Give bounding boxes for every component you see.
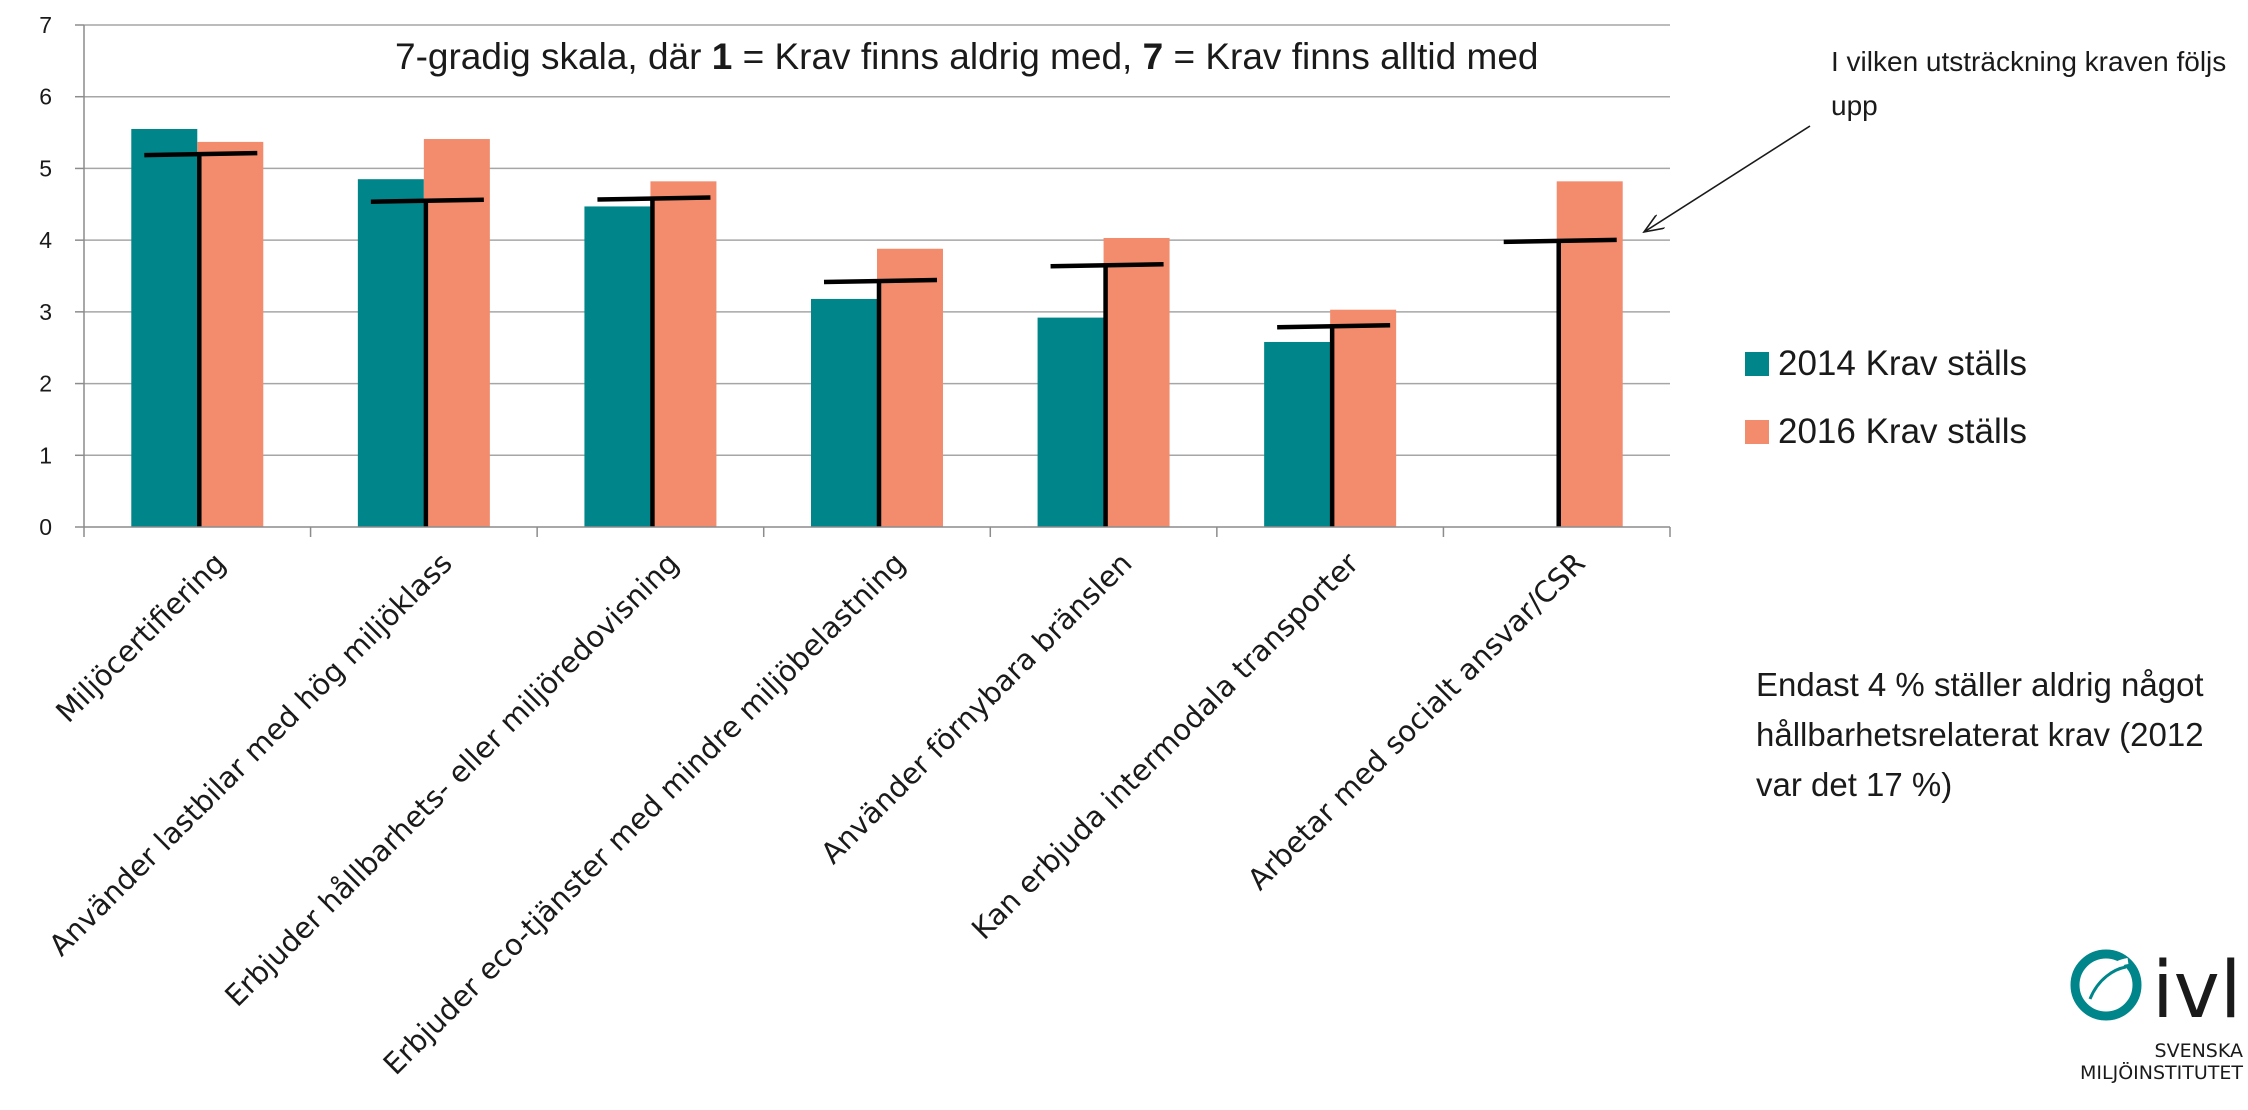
logo-line-2: MILJÖINSTITUTET [2080, 1061, 2243, 1084]
annotation-text: I vilken utsträckning kraven följs upp [1831, 46, 2227, 121]
x-category-label: Miljöcertifiering [49, 546, 232, 729]
annotation-arrow [1644, 125, 1811, 232]
subtitle-part-2: = Krav finns aldrig med, [732, 36, 1143, 77]
y-tick-label: 5 [39, 155, 52, 181]
x-category-label: Använder lastbilar med hög miljöklass [42, 546, 459, 963]
legend: 2014 Krav ställs 2016 Krav ställs [1745, 330, 2027, 466]
followup-markers [144, 150, 1617, 527]
footnote-text: Endast 4 % ställer aldrig något hållbarh… [1756, 666, 2204, 803]
y-tick-label: 2 [39, 371, 52, 397]
subtitle-part-1: 7-gradig skala, där [395, 36, 712, 77]
x-category-label: Erbjuder hållbarhets- eller miljöredovis… [218, 546, 685, 1013]
y-tick-label: 4 [39, 227, 52, 253]
bar-2014 [584, 206, 651, 528]
bar-2014 [1264, 341, 1331, 527]
y-tick-label: 6 [39, 84, 52, 110]
bar-2014 [1037, 317, 1104, 527]
legend-item-2016: 2016 Krav ställs [1745, 398, 2027, 466]
subtitle-part-3: = Krav finns alltid med [1163, 36, 1539, 77]
followup-marker-cap [1277, 322, 1391, 330]
chart-subtitle: 7-gradig skala, där 1 = Krav finns aldri… [395, 36, 1538, 78]
legend-label-2016: 2016 Krav ställs [1778, 412, 2028, 451]
followup-marker-cap [597, 195, 711, 202]
bar-2016 [1556, 181, 1623, 527]
legend-swatch-2014 [1745, 352, 1769, 376]
axes [75, 24, 1671, 537]
legend-item-2014: 2014 Krav ställs [1745, 330, 2027, 398]
y-tick-label: 7 [39, 12, 52, 38]
followup-marker-cap [1050, 261, 1164, 269]
y-tick-label: 3 [39, 299, 52, 325]
y-tick-label: 0 [39, 514, 52, 540]
bar-2014 [811, 298, 877, 527]
x-category-label: Kan erbjuda intermodala transporter [965, 546, 1365, 946]
followup-marker-cap [823, 277, 938, 285]
bar-2014 [131, 128, 198, 527]
bar-2016 [1330, 309, 1397, 527]
logo-wordmark: ivl [2152, 946, 2242, 1036]
subtitle-scale-min: 1 [711, 36, 733, 77]
bar-2016 [1103, 237, 1170, 527]
bar-2016 [197, 141, 264, 527]
followup-marker-cap [144, 150, 258, 158]
legend-label-2014: 2014 Krav ställs [1778, 344, 2028, 383]
followup-marker-cap [1503, 237, 1617, 245]
bar-2016 [423, 139, 490, 528]
ivl-logo: ivl SVENSKA MILJÖINSTITUTET [2060, 945, 2245, 1105]
bar-2016 [877, 248, 943, 527]
x-category-label: Erbjuder eco-tjänster med mindre miljöbe… [377, 546, 912, 1081]
logo-line-1: SVENSKA [2155, 1040, 2243, 1062]
subtitle-scale-max: 7 [1142, 36, 1164, 77]
y-tick-label: 1 [39, 442, 52, 468]
legend-swatch-2016 [1745, 420, 1769, 444]
bars [131, 128, 1623, 528]
bar-2016 [650, 181, 717, 527]
bar-2014 [357, 179, 424, 527]
followup-marker-cap [370, 197, 484, 204]
